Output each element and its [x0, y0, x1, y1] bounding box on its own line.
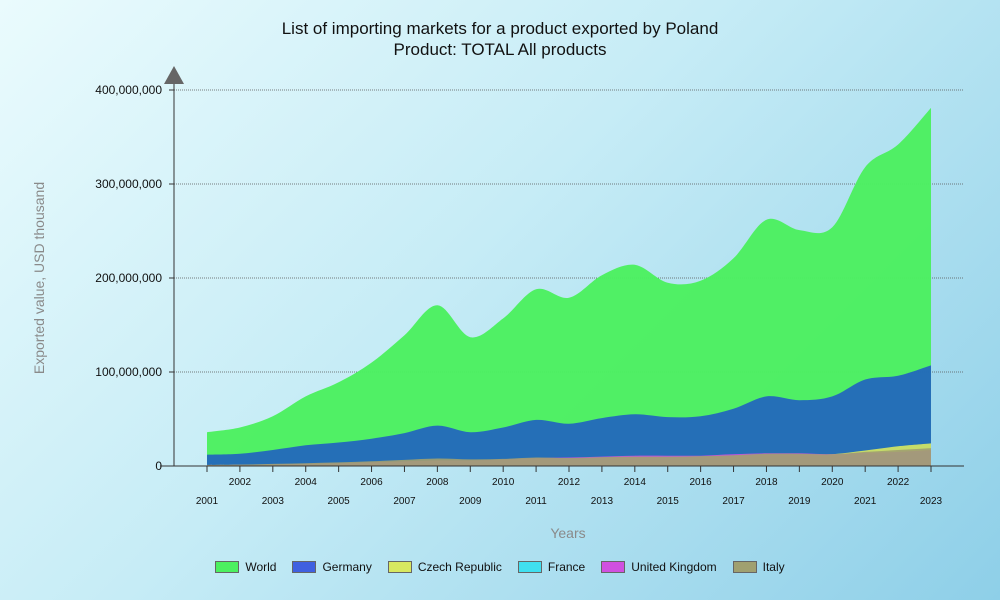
y-tick-label: 100,000,000: [95, 365, 162, 379]
legend-swatch: [517, 561, 542, 573]
x-tick-label: 2019: [788, 496, 811, 507]
x-tick-label: 2002: [229, 477, 252, 488]
y-tick-label: 400,000,000: [95, 83, 162, 97]
legend-label: Italy: [762, 560, 785, 574]
x-tick-label: 2010: [492, 477, 515, 488]
x-tick-label: 2014: [624, 477, 647, 488]
legend-label: Germany: [322, 560, 372, 574]
legend-swatch: [292, 561, 317, 573]
legend: World Germany Czech Republic France United K…: [0, 560, 1000, 574]
legend-swatch: [601, 561, 626, 573]
x-tick-label: 2004: [295, 477, 318, 488]
chart-title-line1: List of importing markets for a product …: [281, 19, 719, 38]
x-tick-label: 2015: [657, 496, 680, 507]
legend-item-world: World: [215, 560, 276, 574]
x-tick-label: 2001: [196, 496, 219, 507]
y-tick-label: 0: [155, 459, 162, 473]
legend-item-italy: Italy: [732, 560, 785, 574]
legend-swatch: [732, 561, 757, 573]
legend-label: World: [245, 560, 277, 574]
chart-title: List of importing markets for a product …: [0, 18, 1000, 60]
legend-swatch: [215, 561, 240, 573]
x-tick-label: 2017: [722, 496, 745, 507]
x-tick-label: 2022: [887, 477, 910, 488]
legend-swatch: [387, 561, 412, 573]
area-world: [207, 107, 931, 467]
legend-item-czech-republic: Czech Republic: [387, 560, 502, 574]
y-tick-label: 300,000,000: [95, 177, 162, 191]
chart-title-line2: Product: TOTAL All products: [393, 40, 607, 59]
x-tick-label: 2007: [393, 496, 416, 507]
x-tick-label: 2021: [854, 496, 877, 507]
x-tick-label: 2006: [360, 477, 383, 488]
x-tick-label: 2020: [821, 477, 844, 488]
y-tick-label: 200,000,000: [95, 271, 162, 285]
x-axis-title: Years: [550, 525, 585, 541]
area-germany: [207, 365, 931, 466]
x-tick-label: 2023: [920, 496, 943, 507]
x-tick-label: 2008: [426, 477, 449, 488]
x-tick-label: 2009: [459, 496, 482, 507]
legend-label: United Kingdom: [631, 560, 717, 574]
legend-item-united-kingdom: United Kingdom: [601, 560, 717, 574]
x-tick-label: 2018: [755, 477, 778, 488]
x-tick-label: 2005: [328, 496, 351, 507]
legend-item-germany: Germany: [292, 560, 372, 574]
x-tick-label: 2012: [558, 477, 581, 488]
x-tick-label: 2013: [591, 496, 614, 507]
x-tick-label: 2003: [262, 496, 285, 507]
legend-label: France: [547, 560, 586, 574]
legend-label: Czech Republic: [417, 560, 502, 574]
y-axis-arrow-icon: [164, 66, 184, 84]
legend-item-france: France: [517, 560, 586, 574]
x-tick-label: 2011: [525, 496, 547, 507]
x-tick-label: 2016: [690, 477, 713, 488]
area-italy: [207, 448, 931, 466]
y-axis-title: Exported value, USD thousand: [31, 182, 47, 374]
